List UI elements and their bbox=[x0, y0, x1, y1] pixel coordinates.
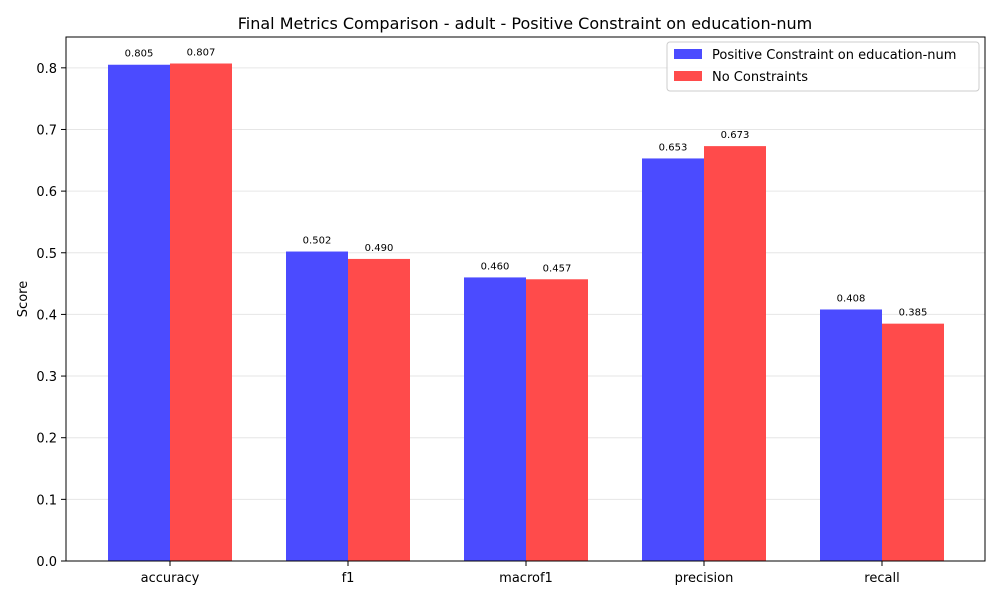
chart-title: Final Metrics Comparison - adult - Posit… bbox=[238, 14, 812, 33]
y-tick-label: 0.0 bbox=[36, 555, 57, 570]
data-labels: 0.805 0.807 0.502 0.490 0.460 0.457 0.653 0.673… bbox=[125, 48, 928, 319]
bar-value-label: 0.457 bbox=[543, 263, 572, 274]
legend-swatch bbox=[674, 49, 702, 59]
bar bbox=[820, 309, 882, 561]
bar bbox=[526, 279, 588, 561]
y-tick-label: 0.2 bbox=[36, 432, 57, 447]
bar-value-label: 0.408 bbox=[837, 293, 866, 304]
legend-entry-label: No Constraints bbox=[712, 70, 808, 85]
x-tick-label: macrof1 bbox=[499, 571, 553, 586]
bar-value-label: 0.385 bbox=[899, 308, 928, 319]
x-tick-label: accuracy bbox=[141, 571, 200, 586]
bar-value-label: 0.673 bbox=[721, 130, 750, 141]
bar bbox=[108, 64, 170, 561]
y-tick-label: 0.3 bbox=[36, 370, 57, 385]
bar bbox=[286, 251, 348, 561]
x-tick-label: f1 bbox=[342, 571, 355, 586]
bar bbox=[882, 323, 944, 561]
bar-value-label: 0.653 bbox=[659, 142, 688, 153]
bar bbox=[348, 258, 410, 561]
bar bbox=[704, 146, 766, 561]
bar-value-label: 0.805 bbox=[125, 49, 154, 60]
y-axis-label: Score bbox=[16, 281, 31, 317]
x-tick-label: recall bbox=[864, 571, 899, 586]
x-axis: accuracy f1 macrof1 precision recall bbox=[141, 561, 900, 586]
x-tick-label: precision bbox=[675, 571, 734, 586]
y-tick-label: 0.1 bbox=[36, 493, 57, 508]
legend-box bbox=[666, 41, 980, 92]
bar-value-label: 0.502 bbox=[303, 236, 332, 247]
y-tick-label: 0.5 bbox=[36, 247, 57, 262]
y-tick-label: 0.4 bbox=[36, 308, 57, 323]
bar-value-label: 0.460 bbox=[481, 261, 510, 272]
legend-swatch bbox=[674, 71, 702, 81]
bar-value-label: 0.490 bbox=[365, 243, 394, 254]
bars bbox=[108, 63, 944, 561]
y-tick-label: 0.6 bbox=[36, 185, 57, 200]
bar bbox=[464, 277, 526, 561]
legend: Positive Constraint on education-num No … bbox=[666, 41, 980, 92]
bar bbox=[642, 158, 704, 561]
y-tick-label: 0.7 bbox=[36, 123, 57, 138]
bar bbox=[170, 63, 232, 561]
bar-value-label: 0.807 bbox=[187, 48, 216, 59]
y-tick-label: 0.8 bbox=[36, 62, 57, 77]
y-axis: 0.0 0.1 0.2 0.3 0.4 0.5 0.6 0.7 0.8 bbox=[36, 62, 66, 570]
legend-entry-label: Positive Constraint on education-num bbox=[712, 48, 956, 63]
